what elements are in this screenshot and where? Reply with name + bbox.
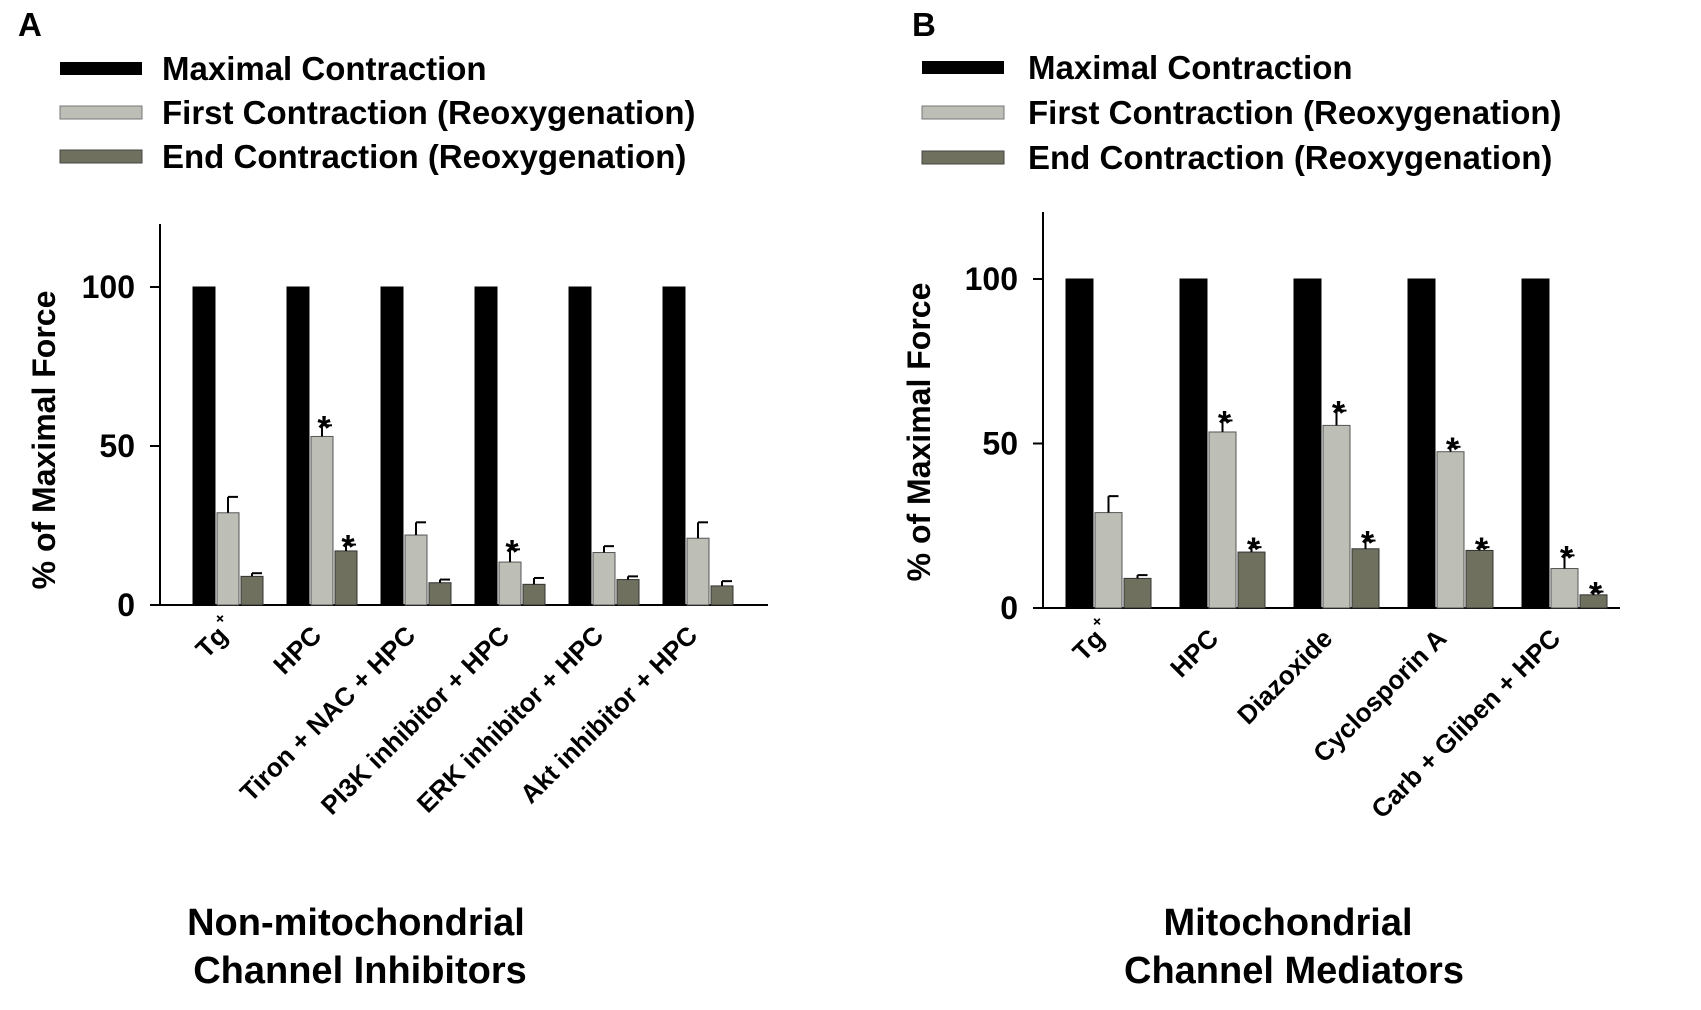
panel-a-significance-star: * — [317, 409, 331, 447]
panel-a-bar-first — [310, 435, 334, 606]
panel-a-bar-end — [240, 575, 264, 606]
panel-a: A Maximal Contraction First Contraction … — [18, 6, 768, 992]
panel-a-bar-end — [522, 583, 546, 606]
panel-a-letter: A — [18, 6, 42, 43]
panel-b-significance-star: * — [1247, 531, 1261, 569]
panel-b-significance-star: * — [1589, 576, 1603, 614]
panel-a-bar-maximal — [474, 286, 498, 606]
panel-a-bar-first — [216, 512, 240, 606]
legend-swatch-maximal — [60, 62, 142, 75]
panel-b-bar-end — [1123, 577, 1152, 609]
panel-b-bar-maximal — [1521, 278, 1550, 609]
panel-a-bar-maximal — [286, 286, 310, 606]
panel-b-bar-first — [1094, 512, 1123, 609]
panel-a-significance-star: * — [341, 529, 355, 567]
legend-swatch-first — [921, 105, 1005, 120]
panel-b-y-tick-label: 100 — [965, 261, 1018, 297]
legend-swatch-maximal — [922, 61, 1004, 74]
panel-a-significance-star: * — [505, 533, 519, 571]
panel-a-bar-end — [710, 585, 734, 606]
panel-b-significance-star: * — [1475, 531, 1489, 569]
panel-b: B Maximal Contraction First Contraction … — [901, 6, 1620, 992]
panel-a-bar-maximal — [192, 286, 216, 606]
panel-b-legend: Maximal Contraction First Contraction (R… — [921, 49, 1562, 176]
panel-a-category-label: ERK inhibitor + HPC — [411, 620, 610, 819]
legend-swatch-end — [59, 149, 143, 164]
panel-a-bar-maximal — [380, 286, 404, 606]
panel-b-significance-star: * — [1446, 431, 1460, 469]
panel-b-y-tick-label: 50 — [982, 426, 1018, 462]
legend-label-maximal: Maximal Contraction — [162, 50, 487, 87]
panel-a-bar-maximal — [568, 286, 592, 606]
panel-a-category-label: Tg — [190, 620, 234, 664]
panel-a-y-tick-label: 50 — [99, 428, 135, 464]
panel-a-caption-line-1: Non-mitochondrial — [187, 902, 525, 944]
panel-b-category-label: Carb + Gliben + HPC — [1365, 623, 1566, 824]
panel-b-bar-maximal — [1293, 278, 1322, 609]
panel-a-category-label: PI3K inhibitor + HPC — [315, 620, 516, 821]
panel-b-bar-end — [1351, 548, 1380, 609]
panel-b-bar-end — [1237, 551, 1266, 609]
legend-label-end: End Contraction (Reoxygenation) — [162, 138, 686, 175]
legend-swatch-first — [59, 105, 143, 120]
panel-b-bar-first — [1322, 424, 1351, 609]
panel-a-bar-end — [616, 579, 640, 606]
panel-a-bar-maximal — [662, 286, 686, 606]
panel-b-category-label: HPC — [1164, 623, 1224, 683]
panel-b-bar-maximal — [1179, 278, 1208, 609]
panel-a-bar-first — [592, 552, 616, 606]
panel-b-significance-star: * — [1218, 404, 1232, 442]
panel-b-significance-star: * — [1560, 539, 1574, 577]
panel-b-category-label: Diazoxide — [1231, 623, 1338, 730]
panel-a-category-label: HPC — [267, 620, 327, 680]
legend-swatch-end — [921, 150, 1005, 165]
panel-a-bar-first — [404, 534, 428, 606]
panel-a-bar-first — [686, 537, 710, 606]
panel-a-y-tick-label: 100 — [82, 269, 135, 305]
legend-label-end: End Contraction (Reoxygenation) — [1028, 139, 1552, 176]
panel-b-y-axis-label: % of Maximal Force — [901, 283, 937, 582]
panel-b-caption-line-1: Mitochondrial — [1163, 902, 1412, 944]
panel-b-bar-end — [1465, 549, 1494, 609]
panel-b-significance-star: * — [1332, 395, 1346, 433]
panel-a-y-tick-label: 0 — [117, 587, 135, 623]
panel-b-significance-star: * — [1361, 525, 1375, 563]
legend-label-first: First Contraction (Reoxygenation) — [162, 94, 696, 131]
legend-label-first: First Contraction (Reoxygenation) — [1028, 94, 1562, 131]
legend-label-maximal: Maximal Contraction — [1028, 49, 1353, 86]
panel-b-bar-maximal — [1407, 278, 1436, 609]
panel-b-bar-first — [1208, 431, 1237, 609]
panel-a-category-label: Tiron + NAC + HPC — [234, 620, 422, 808]
panel-a-legend: Maximal Contraction First Contraction (R… — [59, 50, 696, 175]
panel-b-bar-first — [1436, 451, 1465, 609]
panel-b-caption-line-2: Channel Mediators — [1124, 950, 1464, 992]
panel-b-category-label: Tg — [1067, 623, 1111, 667]
panel-b-bar-maximal — [1065, 278, 1094, 609]
panel-a-caption-line-2: Channel Inhibitors — [193, 950, 527, 992]
panel-a-y-axis-label: % of Maximal Force — [26, 291, 62, 590]
panel-a-bar-end — [428, 582, 452, 606]
panel-b-letter: B — [912, 6, 936, 43]
panel-b-y-tick-label: 0 — [1000, 590, 1018, 626]
panel-a-category-label: Akt inhibitor + HPC — [514, 620, 703, 809]
